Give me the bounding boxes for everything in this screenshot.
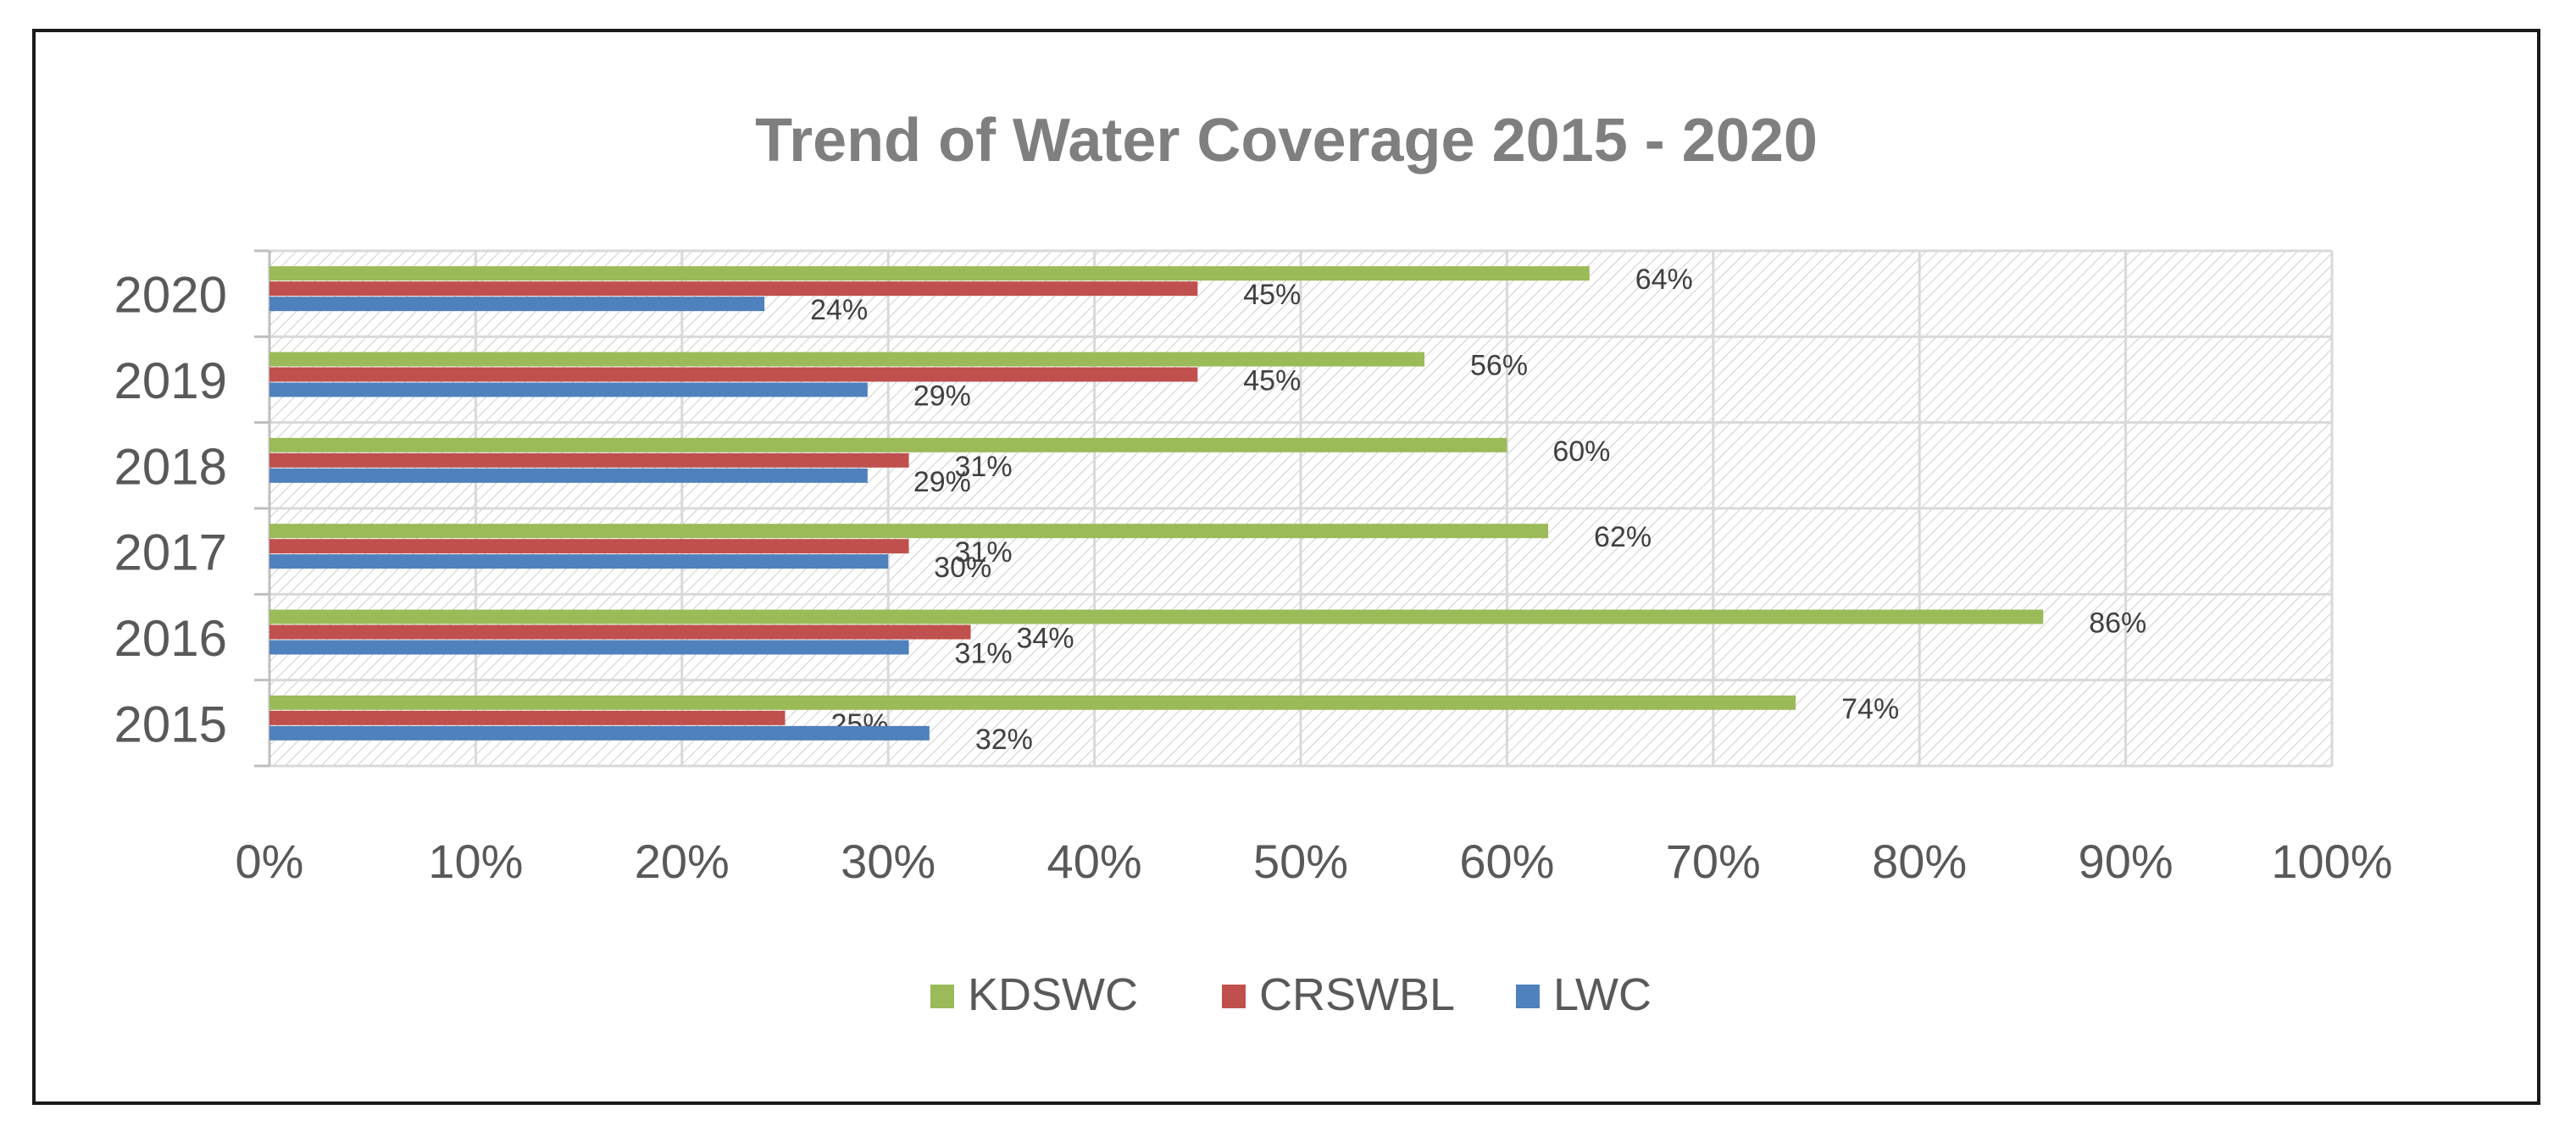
bar-crswbl bbox=[269, 539, 909, 554]
y-category-label: 2017 bbox=[114, 524, 227, 581]
bar-kdswc bbox=[269, 266, 1590, 281]
plot-area: 0% 10% 20% 30% 40% 50% 60% 70% 80% 90% 100% 2015 74%… bbox=[114, 249, 2393, 888]
bar-lwc bbox=[269, 554, 889, 569]
data-label: 30% bbox=[934, 552, 991, 584]
x-tick-label: 70% bbox=[1666, 835, 1761, 888]
bar-crswbl bbox=[269, 452, 909, 468]
data-label: 74% bbox=[1841, 693, 1899, 725]
data-label: 31% bbox=[955, 536, 1013, 569]
y-category-label: 2019 bbox=[114, 352, 227, 409]
data-label: 24% bbox=[810, 294, 868, 326]
x-tick-label: 100% bbox=[2271, 835, 2392, 888]
legend-swatch-lwc bbox=[1516, 985, 1540, 1008]
data-label: 34% bbox=[1017, 623, 1074, 655]
data-label: 62% bbox=[1594, 521, 1652, 553]
chart: Trend of Water Coverage 2015 - 2020 0% 10… bbox=[114, 107, 2393, 1020]
y-category-label: 2020 bbox=[114, 267, 227, 324]
data-label: 45% bbox=[1243, 365, 1301, 397]
bar-crswbl bbox=[269, 281, 1198, 297]
x-tick-label: 40% bbox=[1047, 835, 1142, 888]
data-label: 29% bbox=[913, 466, 971, 498]
y-category-label: 2018 bbox=[114, 438, 227, 495]
legend-label-crswbl: CRSWBL bbox=[1259, 969, 1455, 1020]
bar-kdswc bbox=[269, 352, 1425, 367]
y-category-label: 2015 bbox=[114, 696, 227, 752]
bar-lwc bbox=[269, 382, 868, 397]
data-label: 45% bbox=[1243, 279, 1301, 311]
data-label: 29% bbox=[913, 380, 971, 413]
x-tick-label: 0% bbox=[236, 835, 304, 888]
x-tick-label: 30% bbox=[841, 835, 935, 888]
chart-frame: Trend of Water Coverage 2015 - 2020 0% 10… bbox=[32, 29, 2540, 1105]
x-tick-label: 80% bbox=[1872, 835, 1967, 888]
data-label: 64% bbox=[1635, 264, 1693, 296]
legend: KDSWC CRSWBL LWC bbox=[930, 969, 1652, 1020]
chart-title: Trend of Water Coverage 2015 - 2020 bbox=[755, 107, 1818, 175]
bar-lwc bbox=[269, 468, 868, 483]
data-label: 31% bbox=[955, 638, 1013, 670]
data-label: 56% bbox=[1470, 350, 1528, 382]
bar-kdswc bbox=[269, 609, 2044, 624]
legend-label-lwc: LWC bbox=[1553, 969, 1652, 1020]
data-label: 86% bbox=[2089, 608, 2146, 640]
x-tick-label: 60% bbox=[1459, 835, 1554, 888]
bar-lwc bbox=[269, 640, 909, 655]
legend-swatch-kdswc bbox=[930, 985, 954, 1008]
data-label: 60% bbox=[1552, 436, 1610, 468]
bar-crswbl bbox=[269, 624, 971, 640]
bar-crswbl bbox=[269, 367, 1198, 382]
bar-lwc bbox=[269, 297, 765, 312]
legend-swatch-crswbl bbox=[1222, 985, 1246, 1008]
y-category-label: 2016 bbox=[114, 610, 227, 667]
legend-label-kdswc: KDSWC bbox=[968, 969, 1138, 1020]
bar-crswbl bbox=[269, 710, 786, 725]
bar-kdswc bbox=[269, 437, 1507, 452]
data-label: 32% bbox=[975, 724, 1033, 756]
data-label: 31% bbox=[955, 451, 1013, 483]
bar-kdswc bbox=[269, 524, 1549, 539]
x-tick-label: 10% bbox=[428, 835, 523, 888]
bar-lwc bbox=[269, 725, 930, 741]
x-tick-label: 90% bbox=[2079, 835, 2174, 888]
bar-kdswc bbox=[269, 695, 1796, 710]
x-tick-label: 20% bbox=[635, 835, 730, 888]
x-tick-label: 50% bbox=[1253, 835, 1348, 888]
